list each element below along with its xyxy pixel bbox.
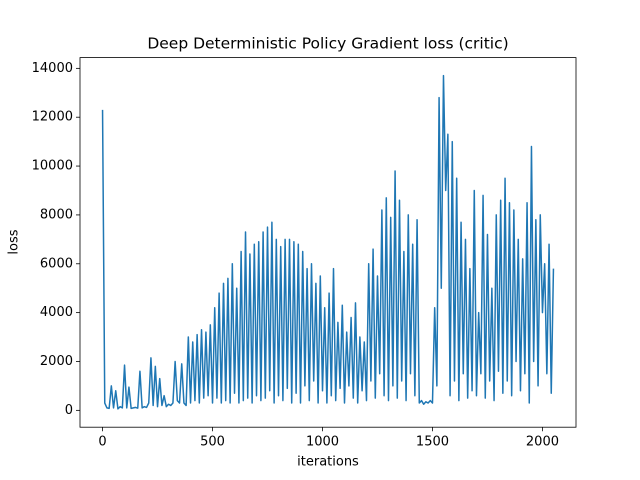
y-tick-label: 14000 bbox=[32, 61, 73, 76]
x-tick-label: 0 bbox=[98, 435, 106, 450]
y-tick-label: 12000 bbox=[32, 110, 73, 125]
x-tick-label: 500 bbox=[200, 435, 225, 450]
x-tick-label: 1000 bbox=[306, 435, 339, 450]
y-tick-label: 8000 bbox=[40, 207, 73, 222]
line-series bbox=[101, 74, 555, 410]
y-axis-label: loss bbox=[7, 229, 22, 254]
y-tick-label: 4000 bbox=[40, 305, 73, 320]
x-tick-label: 1500 bbox=[416, 435, 449, 450]
y-tick-label: 2000 bbox=[40, 354, 73, 369]
plot-frame bbox=[79, 57, 577, 428]
x-tick-label: 2000 bbox=[526, 435, 559, 450]
y-tick-label: 0 bbox=[65, 403, 73, 418]
y-tick-label: 10000 bbox=[32, 159, 73, 174]
y-tick-label: 6000 bbox=[40, 256, 73, 271]
x-axis-label: iterations bbox=[297, 455, 359, 470]
chart-title: Deep Deterministic Policy Gradient loss … bbox=[147, 35, 508, 53]
